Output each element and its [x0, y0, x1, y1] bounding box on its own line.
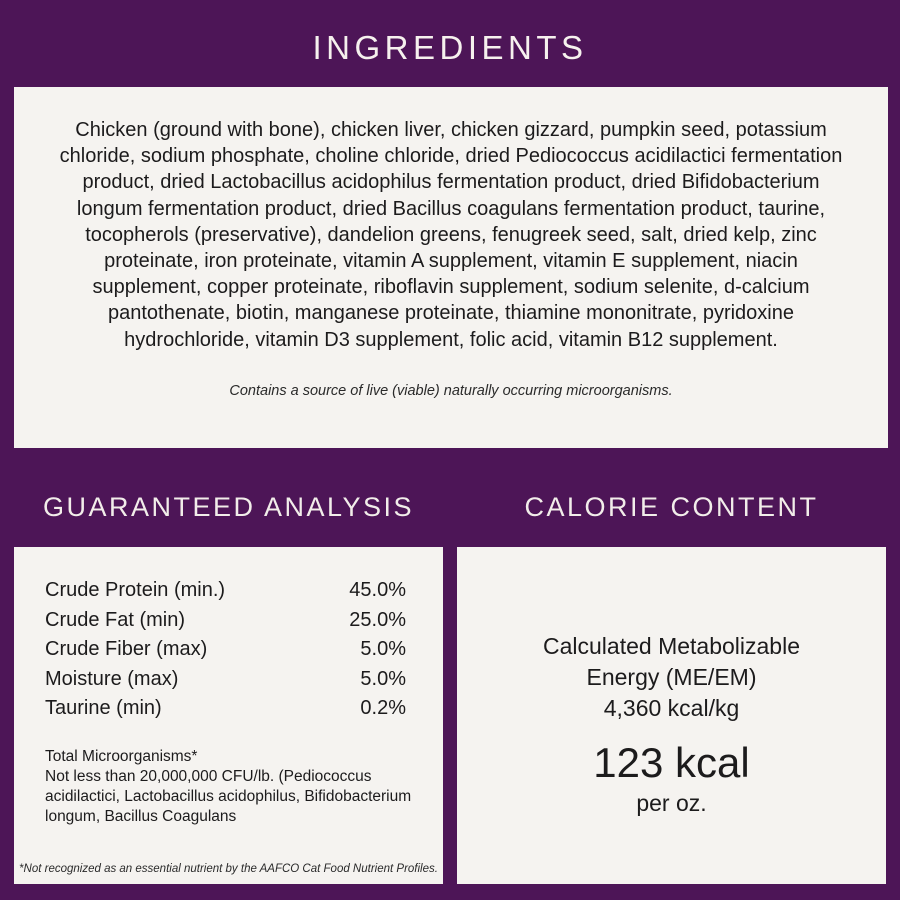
nutrient-table: Crude Protein (min.) 45.0% Crude Fat (mi… [45, 576, 406, 724]
nutrient-label: Crude Protein (min.) [45, 579, 226, 601]
table-row: Crude Fat (min) 25.0% [45, 606, 406, 636]
table-row: Crude Protein (min.) 45.0% [45, 576, 406, 606]
ingredients-title: INGREDIENTS [312, 28, 588, 66]
nutrient-value: 5.0% [360, 638, 406, 660]
nutrient-label: Moisture (max) [45, 667, 179, 690]
nutrient-value: 5.0% [360, 667, 406, 690]
nutrient-label: Taurine (min) [45, 697, 162, 719]
guaranteed-analysis-panel: Crude Protein (min.) 45.0% Crude Fat (mi… [14, 547, 443, 884]
nutrient-value: 0.2% [360, 697, 406, 719]
kcal-unit-label: per oz. [636, 790, 707, 816]
nutrient-label: Crude Fat (min) [45, 608, 186, 631]
live-microorganisms-note: Contains a source of live (viable) natur… [229, 382, 673, 399]
table-row: Crude Fiber (max) 5.0% [45, 635, 406, 665]
nutrient-label: Crude Fiber (max) [45, 638, 208, 660]
nutrient-value: 45.0% [349, 579, 406, 601]
nutrient-value: 25.0% [349, 608, 406, 631]
guaranteed-analysis-title: GUARANTEED ANALYSIS [42, 492, 415, 522]
calorie-content-title: CALORIE CONTENT [524, 492, 819, 522]
ingredients-list-text: Chicken (ground with bone), chicken live… [59, 119, 843, 351]
table-row: Taurine (min) 0.2% [45, 694, 406, 724]
calorie-content-panel: Calculated Metabolizable Energy (ME/EM) … [457, 547, 886, 884]
metabolizable-energy-text: Calculated Metabolizable Energy (ME/EM) … [543, 633, 800, 721]
aafco-footnote: *Not recognized as an essential nutrient… [19, 863, 438, 875]
ingredients-header-band: INGREDIENTS [0, 0, 900, 87]
kcal-per-serving-value: 123 kcal [593, 739, 750, 786]
ingredients-panel: Chicken (ground with bone), chicken live… [14, 87, 888, 448]
table-row: Moisture (max) 5.0% [45, 665, 406, 695]
total-microorganisms-text: Total Microorganisms* Not less than 20,0… [45, 747, 412, 826]
